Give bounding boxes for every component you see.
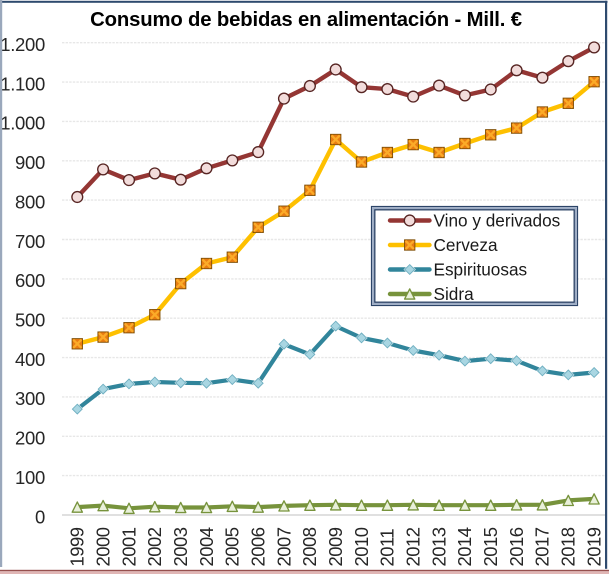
svg-text:300: 300 — [15, 388, 45, 409]
svg-text:2009: 2009 — [325, 527, 346, 566]
svg-text:1.200: 1.200 — [0, 34, 45, 55]
svg-text:100: 100 — [15, 467, 45, 488]
svg-text:1999: 1999 — [67, 527, 88, 566]
svg-text:2011: 2011 — [377, 529, 398, 567]
svg-text:0: 0 — [35, 506, 45, 527]
svg-text:700: 700 — [15, 231, 45, 252]
svg-text:2014: 2014 — [454, 527, 475, 566]
svg-text:2004: 2004 — [196, 527, 217, 566]
svg-text:Vino y derivados: Vino y derivados — [434, 211, 561, 231]
svg-text:2007: 2007 — [273, 527, 294, 566]
svg-text:600: 600 — [15, 270, 45, 291]
svg-text:800: 800 — [15, 191, 45, 212]
svg-text:Espirituosas: Espirituosas — [434, 260, 528, 280]
svg-text:500: 500 — [15, 310, 45, 331]
svg-text:Consumo de bebidas en alimenta: Consumo de bebidas en alimentación - Mil… — [90, 9, 522, 31]
svg-text:2006: 2006 — [248, 527, 269, 566]
svg-text:400: 400 — [15, 349, 45, 370]
svg-text:2010: 2010 — [351, 527, 372, 566]
svg-text:2018: 2018 — [558, 527, 579, 566]
svg-text:Cerveza: Cerveza — [434, 235, 498, 255]
svg-text:2002: 2002 — [144, 527, 165, 566]
svg-text:2019: 2019 — [583, 527, 604, 566]
svg-text:2016: 2016 — [506, 527, 527, 566]
svg-text:2001: 2001 — [118, 527, 139, 566]
svg-text:1.000: 1.000 — [0, 113, 45, 134]
svg-text:200: 200 — [15, 428, 45, 449]
svg-text:2008: 2008 — [299, 527, 320, 566]
svg-text:2005: 2005 — [222, 527, 243, 566]
svg-text:2015: 2015 — [480, 527, 501, 566]
svg-text:2003: 2003 — [170, 527, 191, 566]
svg-text:Sidra: Sidra — [434, 284, 475, 304]
svg-text:2017: 2017 — [532, 527, 553, 566]
svg-text:2000: 2000 — [92, 527, 113, 566]
svg-text:1.100: 1.100 — [0, 73, 45, 94]
svg-text:900: 900 — [15, 152, 45, 173]
svg-text:2013: 2013 — [428, 527, 449, 566]
svg-text:2012: 2012 — [403, 527, 424, 566]
